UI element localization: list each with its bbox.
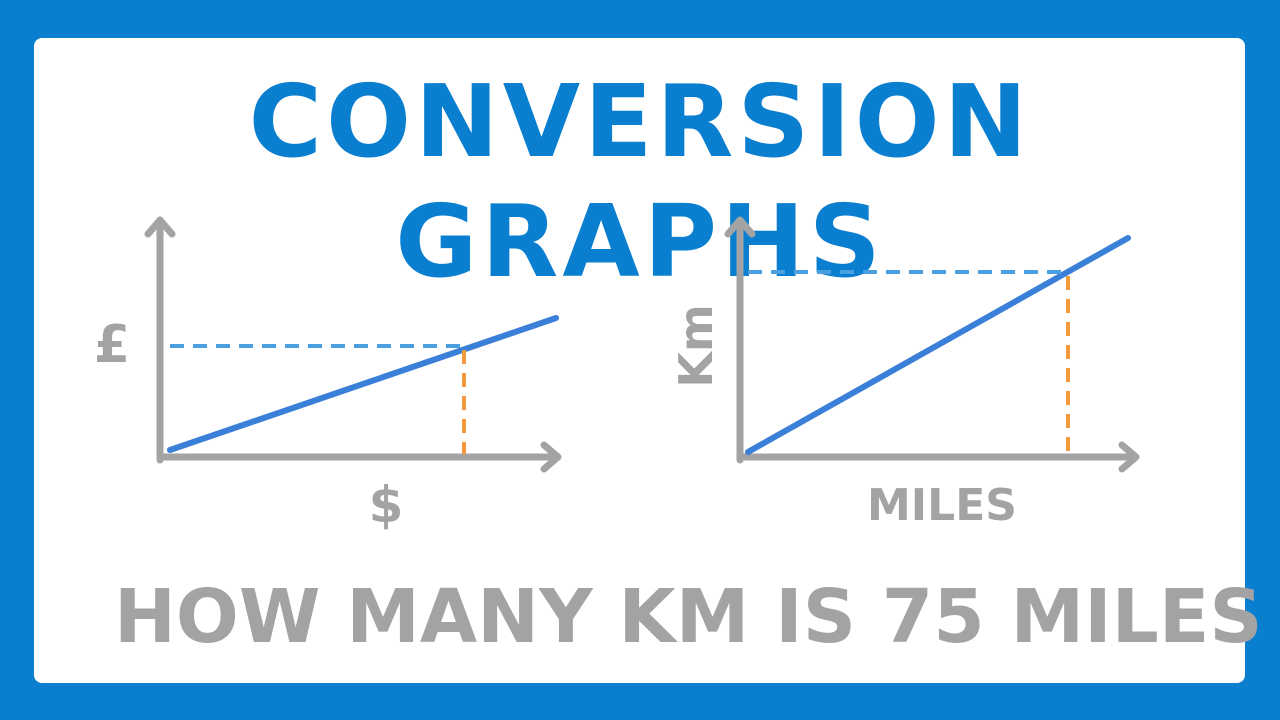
currency-y-label: £ [94,315,130,375]
currency-y-axis [144,216,176,464]
distance-x-axis [736,441,1140,473]
question-mark: ? [1273,574,1280,660]
page-title: CONVERSION GRAPHS [248,63,1032,300]
distance-y-axis [724,216,756,464]
currency-x-label: $ [369,476,404,534]
question-text: HOW MANY KM IS 75 MILES? [114,572,1280,662]
content-panel [34,38,1245,683]
currency-graph: £ $ [94,216,562,534]
distance-graph: Km MILES [669,216,1140,531]
distance-y-label: Km [669,304,723,388]
currency-x-axis [156,441,562,473]
distance-conversion-line [745,235,1131,455]
distance-x-label: MILES [867,480,1017,531]
question-body: HOW MANY KM IS 75 MILES [114,574,1263,660]
currency-conversion-line [167,315,559,453]
